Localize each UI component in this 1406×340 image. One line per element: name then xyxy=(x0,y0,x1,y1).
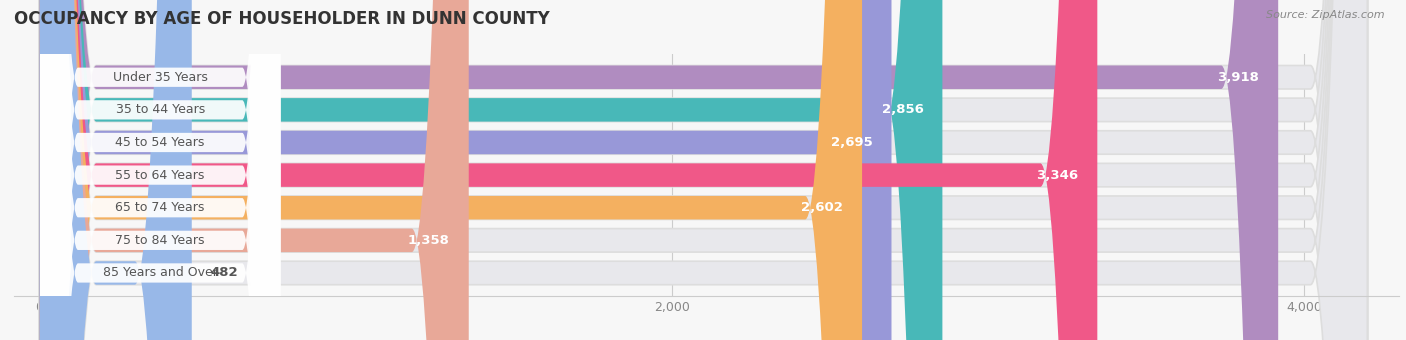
FancyBboxPatch shape xyxy=(39,0,1368,340)
FancyBboxPatch shape xyxy=(39,0,1368,340)
Text: OCCUPANCY BY AGE OF HOUSEHOLDER IN DUNN COUNTY: OCCUPANCY BY AGE OF HOUSEHOLDER IN DUNN … xyxy=(14,10,550,28)
FancyBboxPatch shape xyxy=(39,0,1368,340)
Text: 75 to 84 Years: 75 to 84 Years xyxy=(115,234,205,247)
FancyBboxPatch shape xyxy=(39,0,280,340)
FancyBboxPatch shape xyxy=(39,0,191,340)
FancyBboxPatch shape xyxy=(39,0,280,340)
Text: Source: ZipAtlas.com: Source: ZipAtlas.com xyxy=(1267,10,1385,20)
FancyBboxPatch shape xyxy=(39,0,280,340)
Text: 45 to 54 Years: 45 to 54 Years xyxy=(115,136,205,149)
FancyBboxPatch shape xyxy=(39,0,1368,340)
Text: 55 to 64 Years: 55 to 64 Years xyxy=(115,169,205,182)
FancyBboxPatch shape xyxy=(39,0,1278,340)
FancyBboxPatch shape xyxy=(39,0,891,340)
Text: 3,346: 3,346 xyxy=(1036,169,1078,182)
Text: 3,918: 3,918 xyxy=(1218,71,1260,84)
Text: 1,358: 1,358 xyxy=(408,234,450,247)
Text: 482: 482 xyxy=(211,267,239,279)
Text: 2,856: 2,856 xyxy=(882,103,924,116)
FancyBboxPatch shape xyxy=(39,0,942,340)
FancyBboxPatch shape xyxy=(39,0,280,340)
FancyBboxPatch shape xyxy=(39,0,468,340)
FancyBboxPatch shape xyxy=(39,0,862,340)
Text: Under 35 Years: Under 35 Years xyxy=(112,71,208,84)
Text: 2,695: 2,695 xyxy=(831,136,873,149)
Text: 85 Years and Over: 85 Years and Over xyxy=(103,267,218,279)
FancyBboxPatch shape xyxy=(39,0,1368,340)
Text: 65 to 74 Years: 65 to 74 Years xyxy=(115,201,205,214)
FancyBboxPatch shape xyxy=(39,0,1097,340)
FancyBboxPatch shape xyxy=(39,0,1368,340)
FancyBboxPatch shape xyxy=(39,0,280,340)
FancyBboxPatch shape xyxy=(39,0,1368,340)
FancyBboxPatch shape xyxy=(39,0,280,340)
Text: 35 to 44 Years: 35 to 44 Years xyxy=(115,103,205,116)
Text: 2,602: 2,602 xyxy=(801,201,844,214)
FancyBboxPatch shape xyxy=(39,0,280,340)
